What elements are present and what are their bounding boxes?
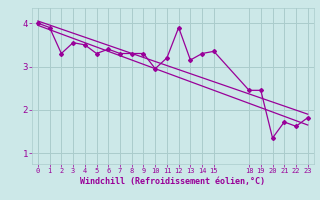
X-axis label: Windchill (Refroidissement éolien,°C): Windchill (Refroidissement éolien,°C)	[80, 177, 265, 186]
